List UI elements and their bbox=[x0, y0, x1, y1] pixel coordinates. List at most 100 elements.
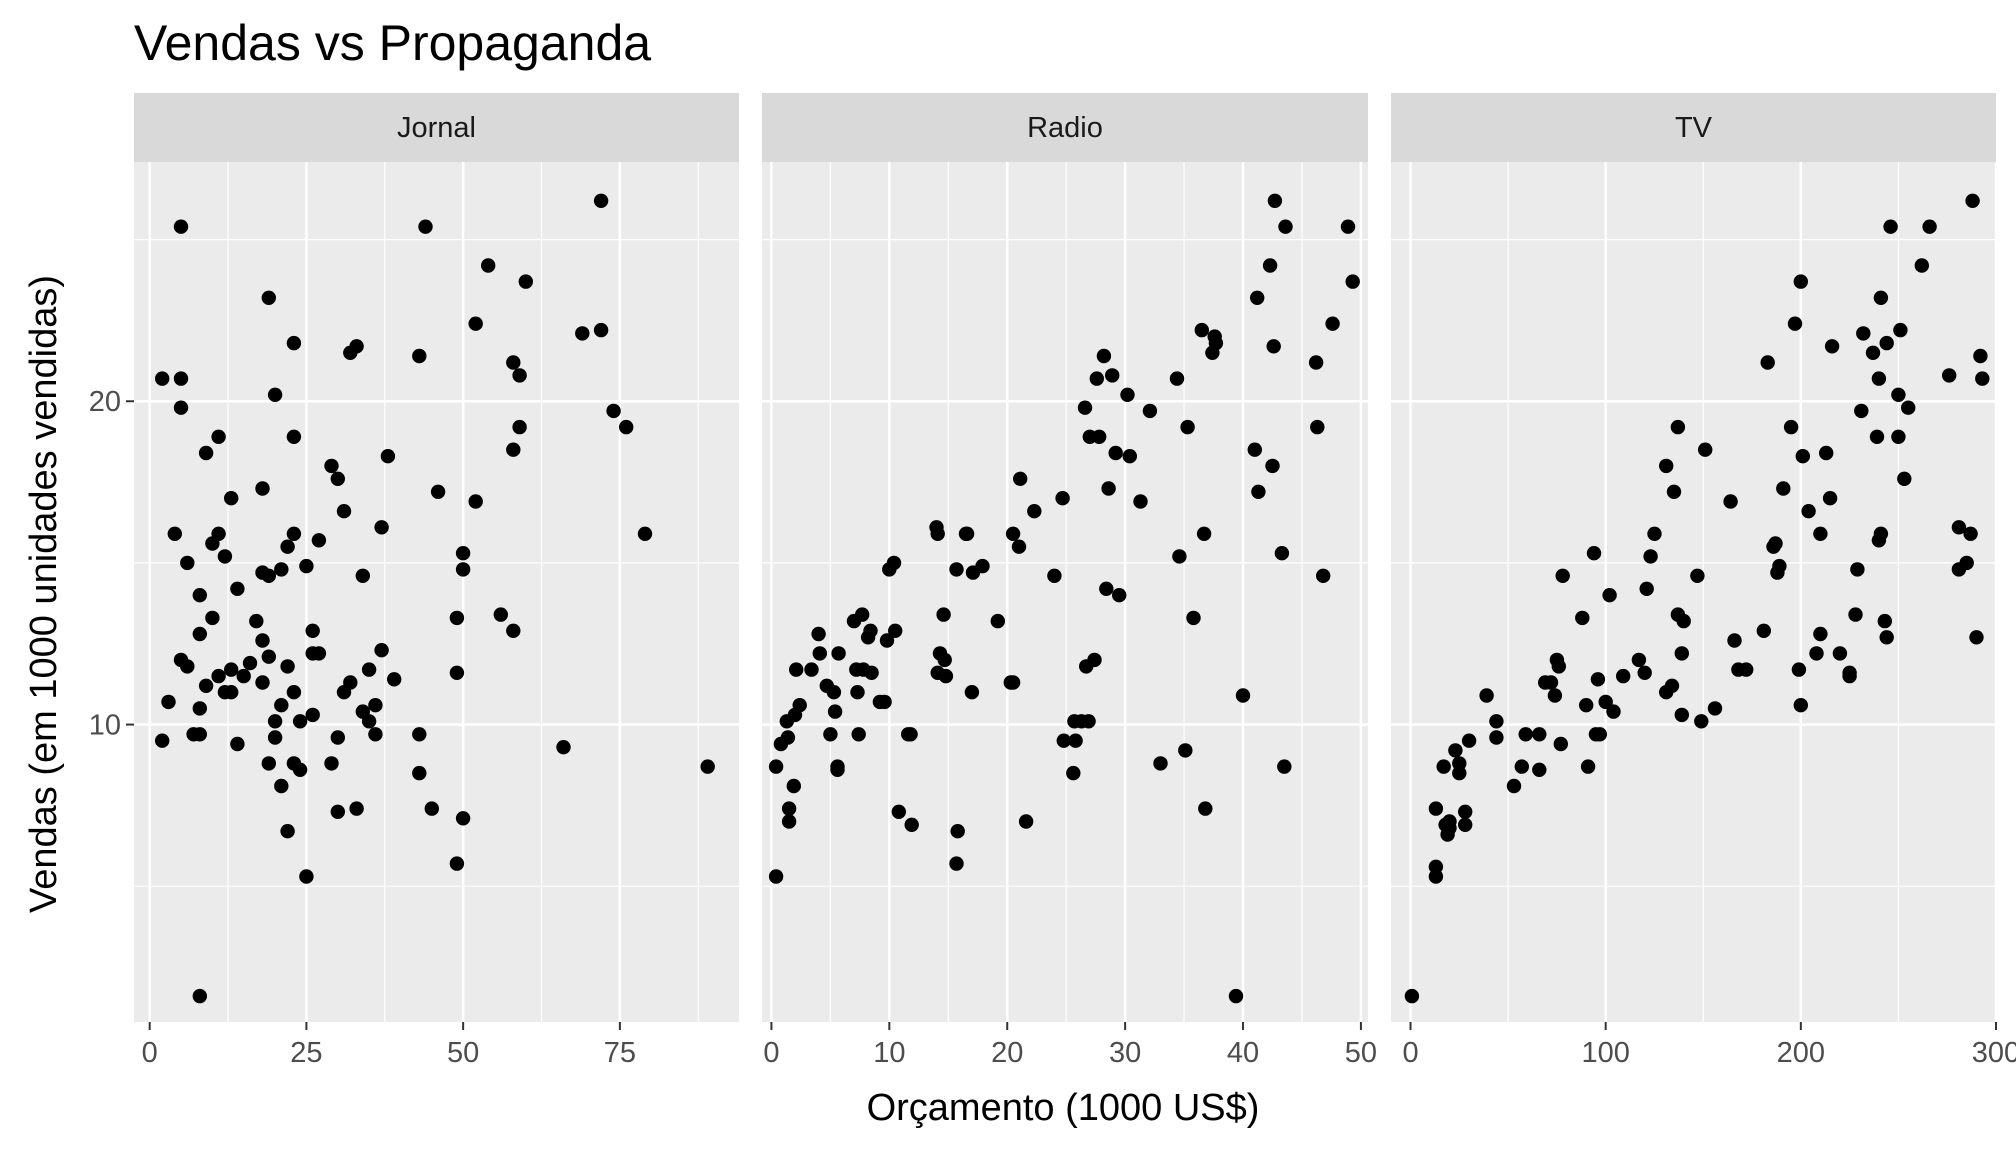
data-point bbox=[1108, 445, 1123, 461]
data-point bbox=[1250, 290, 1265, 305]
data-point bbox=[299, 869, 314, 884]
facet-strip-label: Jornal bbox=[397, 112, 476, 144]
data-point bbox=[1345, 274, 1360, 289]
data-point bbox=[1694, 714, 1709, 729]
data-point bbox=[1077, 400, 1093, 415]
data-point bbox=[468, 494, 483, 509]
data-point bbox=[343, 675, 358, 690]
data-point bbox=[1458, 817, 1473, 832]
data-point bbox=[949, 562, 964, 577]
data-point bbox=[512, 368, 527, 383]
data-point bbox=[305, 623, 320, 638]
x-tick-label: 50 bbox=[447, 1037, 479, 1069]
data-point bbox=[1089, 371, 1105, 386]
data-point bbox=[1791, 662, 1807, 677]
data-point bbox=[936, 607, 951, 622]
y-axis: 10 20 bbox=[89, 386, 134, 742]
data-point bbox=[1262, 258, 1278, 273]
data-point bbox=[267, 714, 283, 729]
data-point bbox=[1637, 665, 1652, 680]
data-point bbox=[1822, 491, 1838, 506]
data-point bbox=[1922, 219, 1937, 234]
data-point bbox=[1879, 335, 1894, 351]
data-point bbox=[361, 662, 377, 677]
data-point bbox=[1112, 588, 1127, 603]
data-point bbox=[274, 562, 289, 577]
x-tick-label: 75 bbox=[604, 1037, 636, 1069]
data-point bbox=[1598, 694, 1613, 710]
data-point bbox=[1518, 727, 1533, 742]
data-point bbox=[518, 274, 533, 289]
data-point bbox=[1973, 348, 1988, 364]
data-point bbox=[1832, 646, 1848, 661]
data-point bbox=[1027, 504, 1042, 519]
data-point bbox=[1194, 322, 1210, 338]
y-axis-title: Vendas (em 1000 unidades vendidas) bbox=[23, 275, 65, 913]
data-point bbox=[811, 626, 826, 642]
data-point bbox=[1819, 445, 1834, 461]
data-point bbox=[1153, 756, 1168, 771]
data-point bbox=[1959, 555, 1974, 571]
data-point bbox=[1228, 988, 1244, 1004]
data-point bbox=[1247, 442, 1263, 457]
data-point bbox=[700, 759, 715, 774]
data-point bbox=[180, 659, 195, 674]
data-point bbox=[768, 869, 784, 884]
data-point bbox=[1428, 869, 1444, 884]
data-point bbox=[1813, 626, 1828, 642]
data-point bbox=[311, 533, 327, 548]
data-point bbox=[267, 730, 283, 745]
data-point bbox=[891, 804, 906, 819]
data-point bbox=[424, 801, 439, 816]
data-point bbox=[1795, 449, 1811, 464]
data-point bbox=[455, 562, 471, 577]
data-point bbox=[242, 655, 258, 671]
facet-strip bbox=[134, 93, 739, 162]
data-point bbox=[506, 623, 521, 638]
data-point bbox=[1664, 678, 1680, 693]
data-point bbox=[1066, 765, 1081, 781]
data-point bbox=[1869, 429, 1885, 444]
facet-radio: Radio 0 10 20 30 40 50 bbox=[762, 93, 1377, 1069]
data-point bbox=[261, 756, 276, 771]
data-point bbox=[255, 633, 270, 648]
data-point bbox=[904, 817, 919, 832]
data-point bbox=[1768, 536, 1783, 551]
data-point bbox=[173, 371, 189, 386]
data-point bbox=[886, 555, 902, 571]
data-point bbox=[255, 481, 270, 496]
data-point bbox=[330, 804, 345, 819]
data-point bbox=[593, 322, 609, 338]
data-point bbox=[261, 568, 276, 583]
data-point bbox=[1739, 662, 1754, 677]
data-point bbox=[192, 988, 207, 1004]
data-point bbox=[877, 694, 892, 710]
data-point bbox=[236, 668, 251, 684]
data-point bbox=[1310, 419, 1325, 435]
data-point bbox=[575, 326, 590, 341]
data-point bbox=[637, 526, 653, 541]
data-point bbox=[990, 613, 1005, 629]
data-point bbox=[1068, 733, 1083, 748]
data-point bbox=[855, 607, 870, 622]
data-point bbox=[1101, 481, 1116, 496]
data-point bbox=[468, 316, 483, 331]
data-point bbox=[280, 824, 295, 839]
data-point bbox=[255, 675, 270, 690]
data-point bbox=[850, 685, 865, 700]
data-point bbox=[387, 672, 402, 687]
data-point bbox=[831, 646, 846, 661]
data-point bbox=[286, 685, 302, 700]
x-tick-label: 0 bbox=[763, 1037, 779, 1069]
data-point bbox=[173, 400, 189, 415]
data-point bbox=[1198, 801, 1213, 816]
data-point bbox=[1707, 701, 1723, 716]
facet-strip bbox=[1391, 93, 1996, 162]
data-point bbox=[1951, 520, 1967, 535]
facet-tv: TV 0 100 200 300 bbox=[1391, 93, 2016, 1069]
x-tick-label: 40 bbox=[1227, 1037, 1259, 1069]
data-point bbox=[1452, 756, 1467, 771]
data-point bbox=[368, 727, 383, 742]
data-point bbox=[267, 387, 283, 402]
data-point bbox=[1092, 429, 1107, 444]
